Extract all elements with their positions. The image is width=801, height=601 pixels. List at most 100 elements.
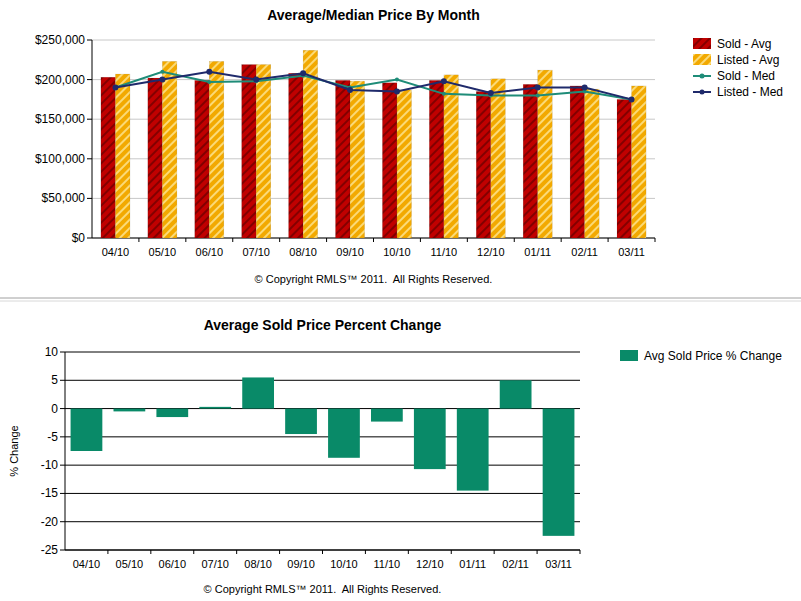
y-tick-label: $50,000 bbox=[42, 191, 86, 205]
bar bbox=[500, 380, 532, 408]
x-tick bbox=[193, 550, 194, 554]
x-tick-label: 07/10 bbox=[201, 558, 229, 570]
x-tick-label: 06/10 bbox=[159, 558, 187, 570]
y-tick bbox=[87, 40, 92, 41]
bar bbox=[289, 73, 304, 238]
bar bbox=[162, 61, 177, 238]
x-tick bbox=[279, 238, 280, 242]
y-tick bbox=[60, 465, 65, 466]
bar bbox=[523, 84, 538, 238]
marker bbox=[160, 70, 164, 74]
x-tick bbox=[420, 238, 421, 242]
x-tick-label: 09/10 bbox=[287, 558, 315, 570]
x-tick bbox=[608, 238, 609, 242]
x-tick-label: 07/10 bbox=[242, 246, 270, 258]
bar bbox=[543, 409, 575, 536]
bar bbox=[242, 377, 274, 408]
x-tick bbox=[236, 550, 237, 554]
x-tick bbox=[561, 238, 562, 242]
chart: Average/Median Price By Month $0 $50,000 $1… bbox=[35, 7, 783, 285]
legend-label: Listed - Med bbox=[717, 85, 783, 99]
marker bbox=[536, 93, 540, 97]
chart-title: Average/Median Price By Month bbox=[267, 7, 480, 23]
y-tick bbox=[87, 158, 92, 159]
bar bbox=[156, 409, 188, 417]
legend-swatch bbox=[693, 38, 711, 49]
grid-line bbox=[92, 40, 655, 41]
x-tick-label: 11/10 bbox=[374, 558, 401, 570]
bar bbox=[101, 77, 116, 238]
bar bbox=[335, 80, 350, 238]
bar bbox=[113, 409, 145, 412]
y-tick-label: $150,000 bbox=[35, 112, 85, 126]
grid-line bbox=[65, 465, 580, 466]
x-tick-label: 12/10 bbox=[477, 246, 505, 258]
grid-line bbox=[65, 521, 580, 522]
y-tick-label: -25 bbox=[41, 543, 59, 557]
marker bbox=[630, 97, 634, 101]
y-tick bbox=[87, 79, 92, 80]
chart: Average Sold Price Percent Change-25-20-… bbox=[8, 317, 782, 595]
x-tick bbox=[408, 550, 409, 554]
x-tick-label: 04/10 bbox=[73, 558, 101, 570]
bar bbox=[115, 74, 130, 238]
footer: © Copyright RMLS™ 2011. All Rights Reser… bbox=[255, 273, 493, 285]
marker bbox=[253, 77, 259, 83]
legend-label: Listed - Avg bbox=[717, 53, 779, 67]
x-tick-label: 06/10 bbox=[196, 246, 224, 258]
plot-area bbox=[71, 377, 575, 535]
bar bbox=[209, 61, 224, 238]
x-tick-label: 04/10 bbox=[102, 246, 130, 258]
marker bbox=[112, 85, 118, 91]
page: Average/Median Price By Month $0 $50,000 $1… bbox=[0, 0, 801, 601]
marker bbox=[582, 85, 588, 91]
y-axis bbox=[65, 352, 66, 550]
x-tick bbox=[138, 238, 139, 242]
marker bbox=[488, 90, 494, 96]
y-tick-label: $250,000 bbox=[35, 33, 85, 47]
bar bbox=[195, 80, 210, 238]
bar bbox=[371, 409, 403, 422]
x-tick-label: 03/11 bbox=[618, 246, 645, 258]
plot-area bbox=[101, 50, 646, 238]
bar bbox=[382, 83, 397, 238]
x-tick bbox=[373, 238, 374, 242]
x-tick bbox=[232, 238, 233, 242]
bar bbox=[491, 79, 506, 238]
y-tick bbox=[87, 198, 92, 199]
y-axis-label: % Change bbox=[8, 425, 20, 476]
grid-line bbox=[65, 493, 580, 494]
chart-title: Average Sold Price Percent Change bbox=[204, 317, 442, 333]
legend-marker bbox=[700, 90, 705, 95]
bar bbox=[199, 407, 231, 409]
x-tick bbox=[107, 550, 108, 554]
x-tick-label: 10/10 bbox=[383, 246, 411, 258]
marker bbox=[395, 78, 399, 82]
line bbox=[115, 72, 631, 100]
y-tick bbox=[60, 380, 65, 381]
x-tick bbox=[514, 238, 515, 242]
x-tick bbox=[494, 550, 495, 554]
y-tick-label: -5 bbox=[47, 430, 58, 444]
x-tick bbox=[537, 550, 538, 554]
y-tick-label: $0 bbox=[72, 231, 86, 245]
y-tick bbox=[87, 119, 92, 120]
bar bbox=[429, 80, 444, 238]
x-tick-label: 10/10 bbox=[330, 558, 358, 570]
x-tick-label: 03/11 bbox=[545, 558, 572, 570]
x-tick-label: 01/11 bbox=[459, 558, 486, 570]
x-tick bbox=[150, 550, 151, 554]
bar bbox=[457, 409, 489, 491]
x-tick-label: 09/10 bbox=[336, 246, 364, 258]
bar bbox=[632, 86, 647, 238]
x-tick bbox=[467, 238, 468, 242]
x-tick-label: 01/11 bbox=[524, 246, 551, 258]
x-tick bbox=[322, 550, 323, 554]
grid-line bbox=[65, 352, 580, 353]
x-tick-label: 05/10 bbox=[149, 246, 177, 258]
marker bbox=[159, 77, 165, 83]
marker bbox=[300, 70, 306, 76]
legend-label: Sold - Med bbox=[717, 69, 775, 83]
x-tick-label: 05/10 bbox=[116, 558, 144, 570]
x-tick bbox=[365, 550, 366, 554]
